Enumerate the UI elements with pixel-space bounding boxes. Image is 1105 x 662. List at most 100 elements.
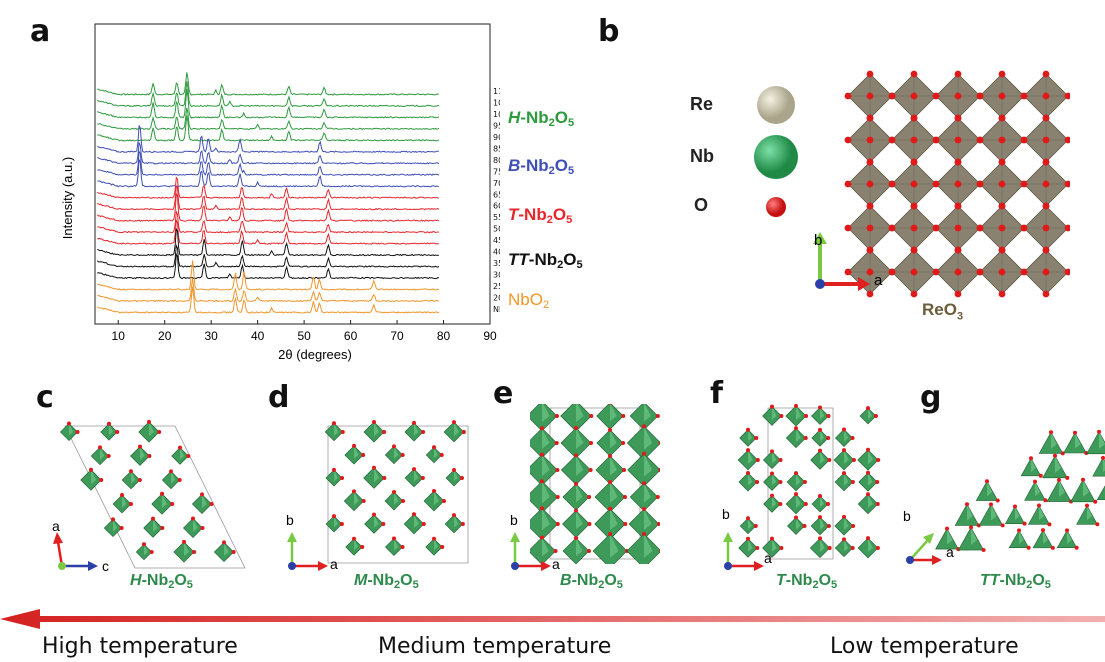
o-atom — [540, 535, 544, 540]
o-atom — [621, 414, 626, 418]
o-atom — [1042, 290, 1050, 298]
phase-label-NbO2: NbO2 — [508, 290, 550, 311]
o-atom — [655, 414, 660, 418]
o-atom — [770, 471, 774, 476]
o-atom — [587, 495, 592, 499]
o-atom — [794, 404, 798, 408]
o-atom — [1093, 499, 1098, 504]
o-atom — [1085, 503, 1089, 508]
o-atom — [115, 430, 120, 434]
temperature-arrow — [0, 609, 1105, 629]
o-atom — [1043, 498, 1048, 503]
o-atom — [802, 524, 807, 528]
o-atom — [866, 114, 874, 122]
o-atom — [555, 468, 560, 472]
o-atom — [778, 458, 783, 462]
o-atom — [842, 537, 846, 542]
o-atom — [137, 478, 142, 482]
xrd-trace — [96, 125, 439, 153]
o-atom — [1095, 522, 1100, 527]
xrd-trace — [96, 81, 439, 108]
o-atom — [976, 92, 984, 100]
o-atom — [826, 436, 831, 440]
o-atom — [866, 158, 874, 166]
o-atom — [147, 454, 152, 458]
o-atom — [965, 502, 969, 507]
x-tick-label: 30 — [204, 329, 218, 343]
o-atom — [844, 224, 852, 232]
o-atom — [352, 443, 356, 448]
o-atom — [1050, 545, 1055, 550]
o-atom — [866, 92, 874, 100]
o-atom — [888, 224, 896, 232]
o-atom — [954, 92, 962, 100]
caption-H-Nb2O5: H-Nb2O5 — [130, 572, 193, 591]
reo3-axis-a: a — [874, 272, 883, 289]
xrd-temp-label: 450 °C — [493, 236, 500, 245]
o-atom — [851, 524, 856, 528]
o-atom — [142, 542, 146, 547]
o-atom — [998, 290, 1006, 298]
xrd-trace — [97, 142, 440, 165]
caption-B-Nb2O5: B-Nb2O5 — [560, 572, 623, 591]
o-atom — [461, 430, 466, 434]
o-atom — [586, 549, 591, 553]
o-atom — [1033, 479, 1037, 484]
o-atom — [755, 458, 760, 462]
o-atom — [157, 430, 162, 434]
o-atom — [995, 498, 1000, 503]
o-atom — [332, 514, 336, 519]
xrd-temp-label: NbO2 — [493, 305, 500, 314]
o-atom — [1042, 246, 1050, 254]
o-atom — [209, 502, 214, 506]
o-atom — [1101, 455, 1105, 460]
o-atom — [746, 470, 750, 475]
o-atom — [400, 453, 405, 457]
xrd-temp-label: 950 °C — [493, 121, 500, 130]
o-atom — [778, 480, 783, 484]
xrd-trace — [96, 243, 440, 268]
o-atom — [866, 180, 874, 188]
xrd-temp-label: 600 °C — [493, 202, 500, 211]
o-atom — [910, 202, 918, 210]
o-atom — [976, 136, 984, 144]
o-atom — [412, 420, 416, 425]
o-atom — [656, 522, 660, 526]
x-tick-label: 10 — [112, 329, 126, 343]
o-atom — [794, 515, 798, 520]
o-atom — [755, 480, 760, 484]
o-atom — [182, 539, 186, 544]
o-atom — [381, 522, 386, 526]
o-atom — [976, 268, 984, 276]
o-atom — [954, 70, 962, 78]
o-atom — [794, 492, 798, 497]
panel-label-a: a — [30, 14, 51, 49]
label-low-temperature: Low temperature — [830, 634, 1019, 659]
o-atom — [540, 479, 544, 484]
o-atom — [1065, 528, 1069, 533]
o-atom — [1064, 180, 1070, 188]
o-atom — [976, 224, 984, 232]
o-atom — [954, 202, 962, 210]
o-atom — [107, 421, 111, 426]
o-atom — [352, 489, 356, 494]
o-atom — [910, 114, 918, 122]
xrd-temp-label: 300 °C — [493, 271, 500, 280]
o-atom — [555, 495, 560, 499]
xrd-trace — [96, 192, 440, 222]
reo3-axes — [813, 232, 870, 291]
xrd-temp-label: 1000 °C — [493, 110, 500, 119]
axes-c-label-1: a — [52, 518, 60, 534]
o-atom — [382, 430, 387, 434]
xrd-temp-label: 250 °C — [493, 282, 500, 291]
o-atom — [540, 452, 544, 457]
o-atom — [932, 180, 940, 188]
o-atom — [866, 470, 870, 475]
xrd-frame — [94, 23, 491, 325]
axes-d-label-1: b — [286, 512, 294, 528]
o-atom — [642, 531, 646, 536]
o-atom — [910, 224, 918, 232]
axes-g-label-1: b — [903, 508, 911, 524]
o-atom — [340, 430, 345, 434]
o-atom — [98, 445, 102, 450]
